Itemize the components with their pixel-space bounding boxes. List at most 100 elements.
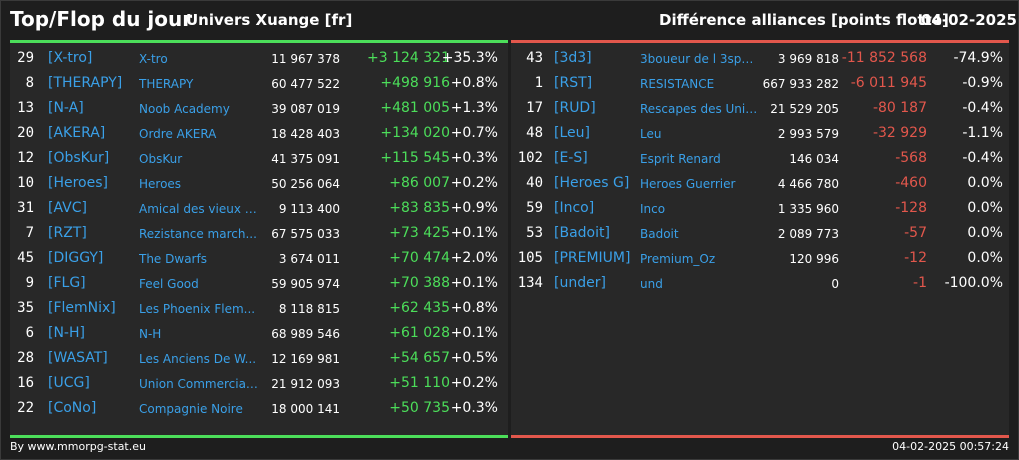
alliance-tag-link[interactable]: [Inco] bbox=[554, 200, 595, 216]
alliance-tag-link[interactable]: [3d3] bbox=[554, 50, 592, 66]
alliance-name-link[interactable]: Esprit Renard bbox=[640, 152, 721, 166]
alliance-name-link[interactable]: X-tro bbox=[139, 52, 168, 66]
flop-row: 134 [under] und 0 -1 -100.0% bbox=[511, 272, 1009, 297]
alliance-tag-link[interactable]: [RUD] bbox=[554, 100, 596, 116]
percent-change: +0.2% bbox=[450, 175, 498, 191]
top-row: 7 [RZT] Rezistance march... 67 575 033 +73 4… bbox=[10, 222, 508, 247]
percent-change: +0.1% bbox=[450, 275, 498, 291]
flop-row: 48 [Leu] Leu 2 993 579 -32 929 -1.1% bbox=[511, 122, 1009, 147]
alliance-rank: 8 bbox=[25, 75, 34, 91]
alliance-name-link[interactable]: The Dwarfs bbox=[139, 252, 207, 266]
points-difference: -32 929 bbox=[872, 125, 927, 141]
points-difference: +86 007 bbox=[389, 175, 450, 191]
alliance-tag-link[interactable]: [Badoit] bbox=[554, 225, 610, 241]
alliance-tag-link[interactable]: [ObsKur] bbox=[48, 150, 110, 166]
alliance-name-link[interactable]: Rezistance march... bbox=[139, 227, 257, 241]
alliance-tag-link[interactable]: [N-A] bbox=[48, 100, 84, 116]
alliance-name-link[interactable]: Ordre AKERA bbox=[139, 127, 217, 141]
alliance-points: 11 967 378 bbox=[271, 52, 340, 66]
points-difference: +61 028 bbox=[389, 325, 450, 341]
top-row: 29 [X-tro] X-tro 11 967 378 +3 124 321 +35.3% bbox=[10, 47, 508, 72]
percent-change: +0.9% bbox=[450, 200, 498, 216]
alliance-name-link[interactable]: und bbox=[640, 277, 663, 291]
alliance-name-link[interactable]: Les Anciens De W... bbox=[139, 352, 257, 366]
alliance-name-link[interactable]: Feel Good bbox=[139, 277, 199, 291]
points-difference: -6 011 945 bbox=[850, 75, 927, 91]
alliance-name-link[interactable]: Rescapes des Univ... bbox=[640, 102, 760, 116]
top-row: 13 [N-A] Noob Academy 39 087 019 +481 005 +1.… bbox=[10, 97, 508, 122]
alliance-name-link[interactable]: Leu bbox=[640, 127, 662, 141]
universe-label: Univers Xuange [fr] bbox=[186, 11, 353, 29]
alliance-points: 41 375 091 bbox=[271, 152, 340, 166]
alliance-tag-link[interactable]: [E-S] bbox=[554, 150, 588, 166]
alliance-tag-link[interactable]: [UCG] bbox=[48, 375, 90, 391]
alliance-tag-link[interactable]: [FlemNix] bbox=[48, 300, 116, 316]
flop-row: 43 [3d3] 3boueur de l 3space 3 969 818 -11 8… bbox=[511, 47, 1009, 72]
alliance-tag-link[interactable]: [PREMIUM] bbox=[554, 250, 631, 266]
flop-panel: 43 [3d3] 3boueur de l 3space 3 969 818 -11 8… bbox=[511, 40, 1009, 438]
alliance-name-link[interactable]: Inco bbox=[640, 202, 666, 216]
alliance-points: 3 674 011 bbox=[278, 252, 340, 266]
percent-change: +0.3% bbox=[450, 150, 498, 166]
alliance-tag-link[interactable]: [X-tro] bbox=[48, 50, 93, 66]
alliance-name-link[interactable]: N-H bbox=[139, 327, 162, 341]
alliance-name-link[interactable]: 3boueur de l 3space bbox=[640, 52, 760, 66]
flop-row: 40 [Heroes G] Heroes Guerrier 4 466 780 -460… bbox=[511, 172, 1009, 197]
alliance-tag-link[interactable]: [DIGGY] bbox=[48, 250, 104, 266]
alliance-tag-link[interactable]: [AKERA] bbox=[48, 125, 106, 141]
alliance-name-link[interactable]: Compagnie Noire bbox=[139, 402, 243, 416]
flop-row: 102 [E-S] Esprit Renard 146 034 -568 -0.4% bbox=[511, 147, 1009, 172]
report-date: 04-02-2025 bbox=[921, 11, 1017, 29]
alliance-tag-link[interactable]: [RZT] bbox=[48, 225, 87, 241]
alliance-tag-link[interactable]: [under] bbox=[554, 275, 606, 291]
points-difference: +50 735 bbox=[389, 400, 450, 416]
percent-change: +0.1% bbox=[450, 325, 498, 341]
alliance-tag-link[interactable]: [FLG] bbox=[48, 275, 86, 291]
alliance-points: 12 169 981 bbox=[271, 352, 340, 366]
alliance-name-link[interactable]: Amical des vieux con bbox=[139, 202, 259, 216]
alliance-name-link[interactable]: Heroes Guerrier bbox=[640, 177, 736, 191]
page-title: Top/Flop du jour bbox=[10, 7, 193, 31]
top-row: 8 [THERAPY] THERAPY 60 477 522 +498 916 +0.8% bbox=[10, 72, 508, 97]
points-difference: -12 bbox=[904, 250, 927, 266]
ranking-subtitle: Différence alliances [points flotte] bbox=[659, 11, 949, 29]
alliance-rank: 43 bbox=[526, 50, 543, 66]
alliance-tag-link[interactable]: [Heroes] bbox=[48, 175, 108, 191]
alliance-name-link[interactable]: Les Phoenix Flem... bbox=[139, 302, 256, 316]
alliance-points: 0 bbox=[831, 277, 839, 291]
alliance-tag-link[interactable]: [AVC] bbox=[48, 200, 87, 216]
points-difference: +62 435 bbox=[389, 300, 450, 316]
percent-change: +0.1% bbox=[450, 225, 498, 241]
alliance-rank: 17 bbox=[526, 100, 543, 116]
percent-change: +1.3% bbox=[450, 100, 498, 116]
flop-row: 59 [Inco] Inco 1 335 960 -128 0.0% bbox=[511, 197, 1009, 222]
points-difference: +70 388 bbox=[389, 275, 450, 291]
points-difference: +54 657 bbox=[389, 350, 450, 366]
alliance-tag-link[interactable]: [RST] bbox=[554, 75, 593, 91]
alliance-name-link[interactable]: THERAPY bbox=[139, 77, 194, 91]
alliance-name-link[interactable]: RESISTANCE bbox=[640, 77, 715, 91]
alliance-tag-link[interactable]: [THERAPY] bbox=[48, 75, 123, 91]
alliance-tag-link[interactable]: [Leu] bbox=[554, 125, 590, 141]
points-difference: -80 187 bbox=[872, 100, 927, 116]
alliance-rank: 105 bbox=[517, 250, 543, 266]
top-row: 22 [CoNo] Compagnie Noire 18 000 141 +50 735… bbox=[10, 397, 508, 422]
alliance-name-link[interactable]: Premium_Oz bbox=[640, 252, 716, 266]
alliance-points: 4 466 780 bbox=[777, 177, 839, 191]
alliance-tag-link[interactable]: [CoNo] bbox=[48, 400, 97, 416]
alliance-name-link[interactable]: Noob Academy bbox=[139, 102, 230, 116]
alliance-name-link[interactable]: Badoit bbox=[640, 227, 679, 241]
alliance-points: 39 087 019 bbox=[271, 102, 340, 116]
alliance-name-link[interactable]: Union Commerciale... bbox=[139, 377, 259, 391]
alliance-tag-link[interactable]: [Heroes G] bbox=[554, 175, 630, 191]
alliance-name-link[interactable]: Heroes bbox=[139, 177, 182, 191]
top-row: 28 [WASAT] Les Anciens De W... 12 169 981 +5… bbox=[10, 347, 508, 372]
alliance-tag-link[interactable]: [WASAT] bbox=[48, 350, 108, 366]
alliance-rank: 9 bbox=[25, 275, 34, 291]
flop-row: 53 [Badoit] Badoit 2 089 773 -57 0.0% bbox=[511, 222, 1009, 247]
percent-change: +35.3% bbox=[441, 50, 498, 66]
alliance-rank: 134 bbox=[517, 275, 543, 291]
alliance-points: 18 000 141 bbox=[271, 402, 340, 416]
alliance-name-link[interactable]: ObsKur bbox=[139, 152, 183, 166]
alliance-tag-link[interactable]: [N-H] bbox=[48, 325, 85, 341]
